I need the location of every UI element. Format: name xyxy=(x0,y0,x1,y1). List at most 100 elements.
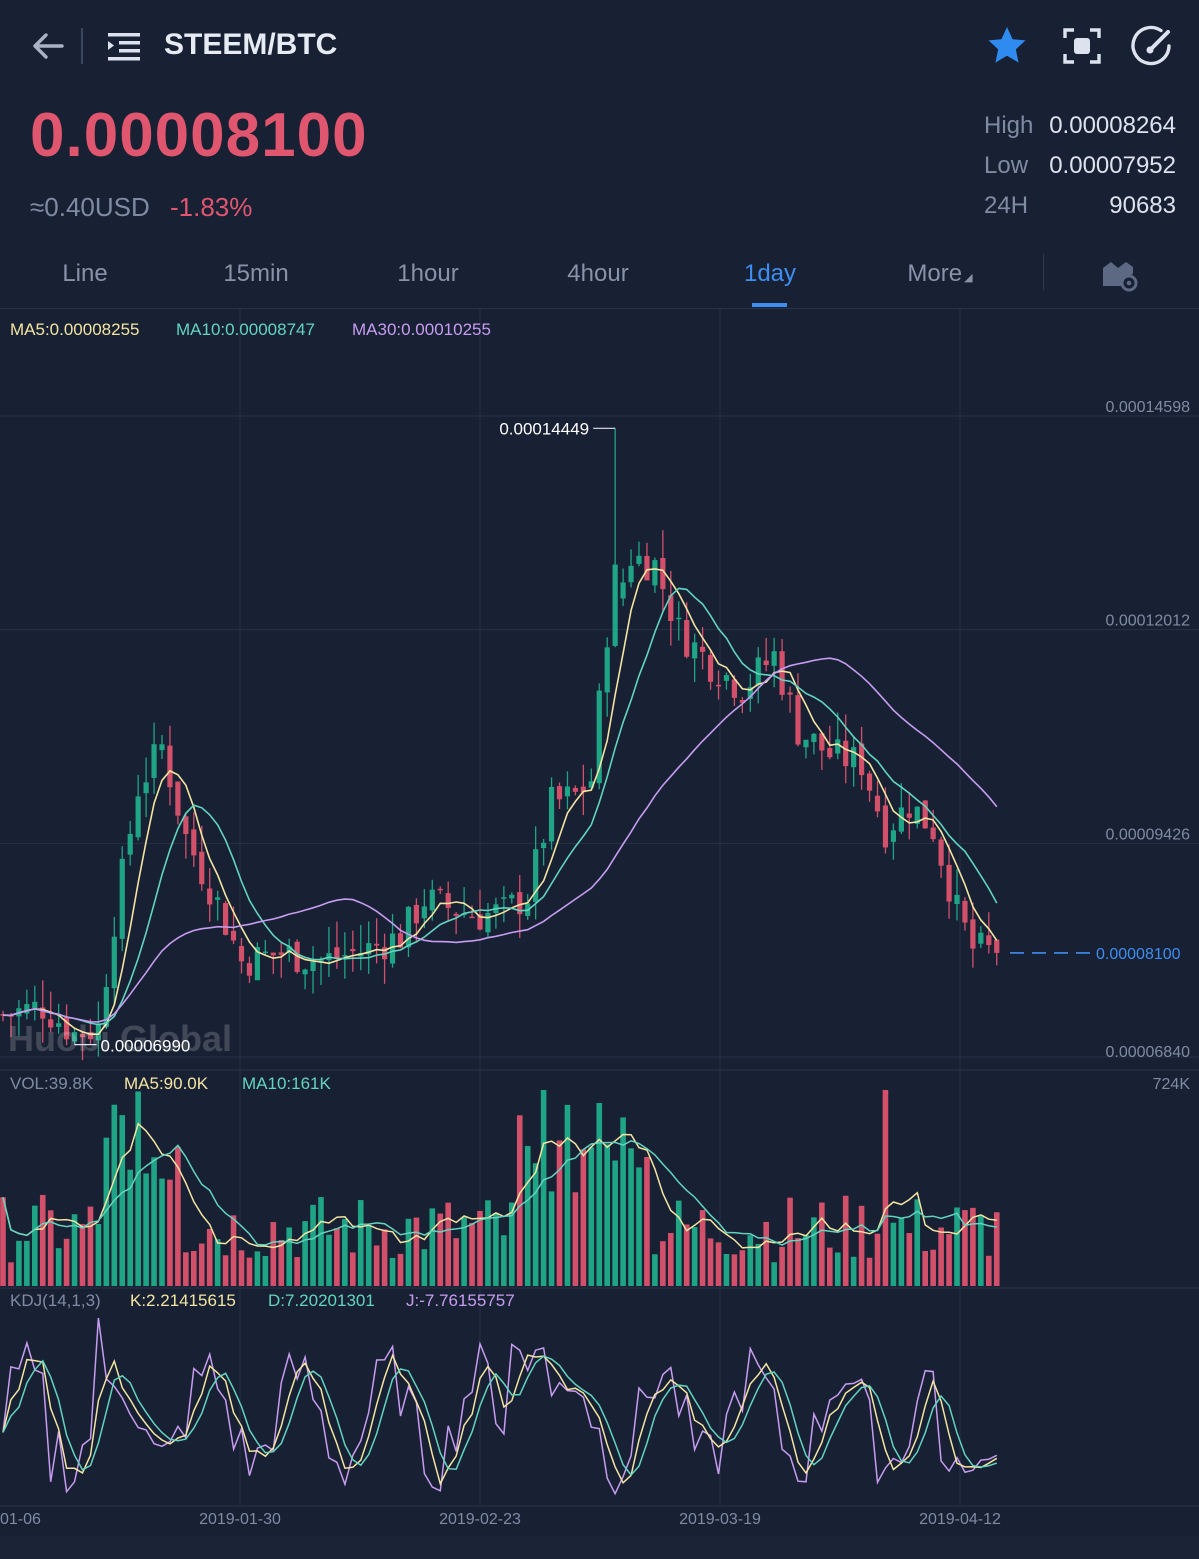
volume-bar xyxy=(954,1207,960,1286)
candle-body xyxy=(151,744,157,778)
candle-body xyxy=(40,1007,46,1019)
volume-bar xyxy=(644,1156,650,1286)
volume-bar xyxy=(405,1218,412,1286)
candle-body xyxy=(397,933,404,948)
arrow-left-icon[interactable] xyxy=(28,26,68,66)
candle-body xyxy=(111,936,117,989)
tab-1day[interactable]: 1day xyxy=(743,260,797,287)
tab-more[interactable]: More ◢ xyxy=(880,260,1000,288)
candle-body xyxy=(866,773,873,791)
candle-body xyxy=(246,963,253,976)
volume-bar xyxy=(556,1140,563,1286)
chart-area[interactable]: 0.00008100 0.00014449 0.00006990 0.00014598… xyxy=(0,309,1199,1559)
top-bar: STEEM/BTC xyxy=(0,0,1199,92)
volume-bar xyxy=(111,1104,118,1286)
candle-body xyxy=(851,747,857,768)
candle-body xyxy=(898,807,904,832)
candle-body xyxy=(930,827,936,840)
candle-body xyxy=(970,919,976,949)
screenshot-icon[interactable] xyxy=(1060,24,1104,68)
candle-body xyxy=(859,743,865,776)
gauge-icon[interactable] xyxy=(1130,24,1174,68)
volume-bar xyxy=(986,1255,992,1286)
star-icon[interactable] xyxy=(985,24,1029,68)
candle-body xyxy=(350,948,356,952)
candle-body xyxy=(175,781,181,816)
volume-bar xyxy=(39,1194,46,1286)
kline-chart[interactable]: 0.00008100 0.00014449 0.00006990 0.00014598… xyxy=(0,309,1199,1536)
candle-body xyxy=(676,617,682,620)
volume-bar xyxy=(660,1241,666,1286)
volume-bar xyxy=(302,1221,308,1286)
volume-bar xyxy=(103,1137,110,1286)
candle-body xyxy=(95,1023,101,1041)
volume-bar xyxy=(938,1227,944,1286)
candle-body xyxy=(238,946,245,962)
candle-body xyxy=(835,739,841,754)
x-tick-label: 2019-02-23 xyxy=(439,1511,521,1528)
volume-bar xyxy=(373,1245,380,1286)
vol-ma5-line xyxy=(2,1122,997,1249)
volume-bar xyxy=(524,1145,531,1286)
ma-legend-item: MA5:0.00008255 xyxy=(10,320,140,339)
candle-body xyxy=(270,952,276,956)
candle-body xyxy=(827,748,833,758)
x-tick-label: 2019-04-12 xyxy=(919,1511,1001,1528)
candle-body xyxy=(771,651,777,666)
volume-bar xyxy=(763,1221,769,1286)
pair-title[interactable]: STEEM/BTC xyxy=(164,28,338,61)
candle-body xyxy=(946,864,952,902)
volume-bar xyxy=(278,1239,285,1286)
volume-bar xyxy=(588,1147,595,1286)
candle-body xyxy=(79,1033,86,1038)
menu-list-icon[interactable] xyxy=(106,30,142,62)
candle-body xyxy=(87,1032,94,1040)
y-tick-label: 0.00009426 xyxy=(1105,826,1190,843)
volume-bar xyxy=(882,1090,889,1286)
high-label: High xyxy=(984,112,1034,139)
volume-legend-item: MA5:90.0K xyxy=(124,1074,209,1093)
volume-bar xyxy=(365,1226,372,1286)
volume-bar xyxy=(262,1255,269,1286)
volume-bar xyxy=(636,1167,642,1286)
volume-bar xyxy=(914,1199,921,1286)
volume-bar xyxy=(63,1238,70,1286)
candle-body xyxy=(556,786,563,800)
volume-bar xyxy=(890,1222,897,1286)
volume-bar xyxy=(183,1252,189,1286)
tab-1hour[interactable]: 1hour xyxy=(397,260,459,287)
volume-bar xyxy=(604,1144,610,1286)
tab-4hour[interactable]: 4hour xyxy=(567,260,629,287)
candle-body xyxy=(938,839,944,866)
volume-bar xyxy=(858,1205,865,1286)
volume-bar xyxy=(413,1217,420,1286)
candle-body xyxy=(223,903,229,935)
volume-bar xyxy=(564,1104,571,1286)
candle-body xyxy=(707,655,714,682)
candle-body xyxy=(803,739,809,748)
kdj-legend-item: D:7.20201301 xyxy=(268,1291,375,1310)
active-tab-indicator xyxy=(752,303,787,307)
candle-body xyxy=(620,582,626,599)
volume-bar xyxy=(683,1224,690,1286)
x-tick-label: 01-06 xyxy=(0,1511,41,1528)
volume-bar xyxy=(32,1205,38,1286)
candle-body xyxy=(628,565,634,583)
interval-tabs: Line 15min 1hour 4hour 1day More ◢ xyxy=(0,244,1199,309)
candle-body xyxy=(890,830,896,842)
volume-bar xyxy=(930,1249,936,1286)
volume-bar xyxy=(509,1202,515,1286)
candle-body xyxy=(795,695,801,745)
tab-line[interactable]: Line xyxy=(62,260,108,287)
tab-15min[interactable]: 15min xyxy=(223,260,289,287)
x-tick-label: 2019-01-30 xyxy=(199,1511,281,1528)
chart-settings-icon[interactable] xyxy=(1100,258,1140,292)
volume-legend-item: MA10:161K xyxy=(242,1074,331,1093)
candle-body xyxy=(906,813,912,818)
candle-body xyxy=(978,932,984,944)
kdj-j-line xyxy=(2,1317,998,1496)
volume-bar xyxy=(771,1262,777,1286)
volume-24h-label: 24H xyxy=(984,192,1029,219)
volume-bar xyxy=(191,1250,197,1286)
candle-body xyxy=(700,646,706,652)
